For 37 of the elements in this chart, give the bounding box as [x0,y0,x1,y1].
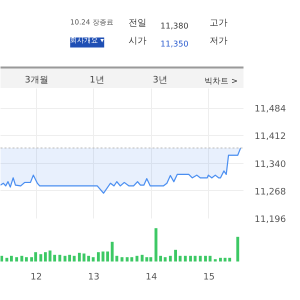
bar [34,252,38,262]
y-tick-label: 11,268 [254,187,286,198]
bar [198,256,202,262]
text: 저가 [209,36,228,46]
text: 시가 [128,36,146,46]
text: 3년 [152,76,168,86]
x-tick-label: 13 [88,272,100,282]
bar [136,256,138,262]
bar [24,257,28,262]
bar [92,257,95,262]
bar [0,256,4,262]
x-tick-label: 15 [203,272,215,282]
bar [130,257,134,262]
text: 고가 [209,18,228,28]
bar [145,257,148,262]
x-tick-label: 14 [146,272,158,282]
bar [58,254,62,262]
bar [168,256,172,262]
y-tick-label: 11,340 [254,160,286,170]
text: 빅차트 > [204,76,238,86]
y-tick-label: 11,412 [254,132,286,142]
bar [120,257,124,262]
text: 11,350 [160,40,188,48]
text: 3개월 [24,76,49,86]
bar [126,257,129,262]
bar [140,254,144,262]
y-tick-label: 11,484 [254,104,286,115]
text: 1년 [90,76,104,86]
x-tick-label: 12 [30,272,42,282]
text: 전일 [128,18,146,28]
bar [115,256,118,262]
bar [15,257,18,262]
text: 11,380 [160,22,188,30]
bar [184,256,187,262]
bar [149,257,152,262]
line-series [0,147,242,194]
y-tick-label: 11,196 [254,215,286,225]
